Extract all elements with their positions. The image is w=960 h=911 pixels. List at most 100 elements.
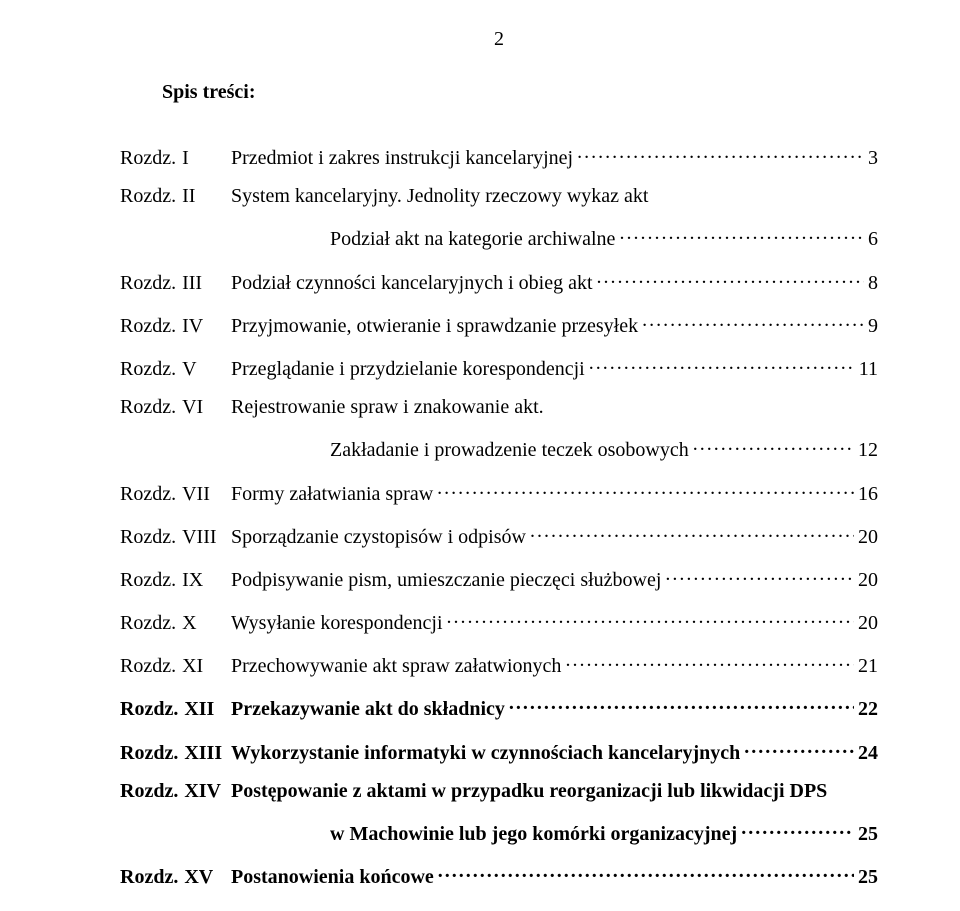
toc-label: Rozdz.VI bbox=[120, 396, 231, 419]
page-number: 2 bbox=[120, 28, 878, 51]
toc-roman: XV bbox=[184, 866, 213, 889]
toc-label: Rozdz.XV bbox=[120, 866, 231, 889]
toc-label-prefix: Rozdz. bbox=[120, 526, 182, 549]
toc-entry: Rozdz.IPrzedmiot i zakres instrukcji kan… bbox=[120, 142, 878, 170]
toc-roman: V bbox=[182, 358, 196, 381]
toc-entry: Rozdz.VIIFormy załatwiania spraw 16 bbox=[120, 478, 878, 506]
toc-label-prefix: Rozdz. bbox=[120, 780, 184, 803]
toc-title: Przeglądanie i przydzielanie koresponden… bbox=[231, 358, 589, 381]
toc-entry: w Machowinie lub jego komórki organizacy… bbox=[120, 818, 878, 846]
toc-title: Sporządzanie czystopisów i odpisów bbox=[231, 526, 530, 549]
toc-leader bbox=[597, 267, 864, 289]
toc-entry: Rozdz.XVPostanowienia końcowe25 bbox=[120, 861, 878, 889]
toc-entry: Rozdz.XIV Postępowanie z aktami w przypad… bbox=[120, 780, 878, 803]
toc-entry: Rozdz.XIIIWykorzystanie informatyki w cz… bbox=[120, 737, 878, 765]
toc-roman: IX bbox=[182, 569, 203, 592]
toc-leader bbox=[744, 737, 854, 759]
toc-label: Rozdz.VII bbox=[120, 483, 231, 506]
toc-page: 24 bbox=[854, 742, 878, 765]
toc-entry: Rozdz.IVPrzyjmowanie, otwieranie i spraw… bbox=[120, 310, 878, 338]
toc-page: 12 bbox=[854, 439, 878, 462]
toc-label-prefix: Rozdz. bbox=[120, 569, 182, 592]
toc-entry: Rozdz.XIPrzechowywanie akt spraw załatwi… bbox=[120, 650, 878, 678]
toc-entry: Rozdz.VIIISporządzanie czystopisów i odp… bbox=[120, 521, 878, 549]
toc-label: Rozdz.IX bbox=[120, 569, 231, 592]
toc-leader bbox=[619, 223, 864, 245]
toc-label: Rozdz.IV bbox=[120, 315, 231, 338]
toc-roman: XI bbox=[182, 655, 203, 678]
toc-heading: Spis treści: bbox=[162, 81, 878, 104]
toc-roman: XIII bbox=[184, 742, 222, 765]
toc-title: Zakładanie i prowadzenie teczek osobowyc… bbox=[330, 439, 693, 462]
toc-page: 25 bbox=[854, 866, 878, 889]
toc-leader bbox=[693, 434, 854, 456]
toc-title: w Machowinie lub jego komórki organizacy… bbox=[330, 823, 741, 846]
toc-label-prefix: Rozdz. bbox=[120, 612, 182, 635]
toc-entry: Rozdz.XIIPrzekazywanie akt do składnicy 2… bbox=[120, 693, 878, 721]
toc-roman: II bbox=[182, 185, 195, 208]
toc-leader bbox=[642, 310, 864, 332]
toc-indent bbox=[225, 823, 330, 846]
toc-page: 9 bbox=[864, 315, 878, 338]
toc-leader bbox=[437, 478, 854, 500]
toc-label-prefix: Rozdz. bbox=[120, 742, 184, 765]
toc-roman: I bbox=[182, 147, 189, 170]
toc-label-prefix: Rozdz. bbox=[120, 147, 182, 170]
toc-title: Przekazywanie akt do składnicy bbox=[231, 698, 509, 721]
toc-roman: XII bbox=[184, 698, 214, 721]
toc-indent bbox=[225, 439, 330, 462]
toc-label-prefix: Rozdz. bbox=[120, 358, 182, 381]
toc-title: Wysyłanie korespondencji bbox=[231, 612, 447, 635]
toc-label: Rozdz.II bbox=[120, 185, 231, 208]
toc-label: Rozdz.XII bbox=[120, 698, 231, 721]
toc-label-prefix: Rozdz. bbox=[120, 483, 182, 506]
toc-page: 8 bbox=[864, 272, 878, 295]
toc-page: 22 bbox=[854, 698, 878, 721]
toc-page: 16 bbox=[854, 483, 878, 506]
toc-label: Rozdz.XI bbox=[120, 655, 231, 678]
table-of-contents: Rozdz.IPrzedmiot i zakres instrukcji kan… bbox=[120, 142, 878, 889]
toc-leader bbox=[438, 861, 854, 883]
toc-leader bbox=[447, 607, 854, 629]
toc-leader bbox=[741, 818, 854, 840]
toc-title: Postanowienia końcowe bbox=[231, 866, 438, 889]
toc-entry: Rozdz.VIRejestrowanie spraw i znakowanie… bbox=[120, 396, 878, 419]
toc-leader bbox=[589, 353, 855, 375]
toc-label: Rozdz.I bbox=[120, 147, 231, 170]
toc-roman: IV bbox=[182, 315, 203, 338]
toc-roman: X bbox=[182, 612, 196, 635]
toc-leader bbox=[577, 142, 864, 164]
toc-page: 20 bbox=[854, 526, 878, 549]
toc-title: Formy załatwiania spraw bbox=[231, 483, 437, 506]
toc-title: Podział czynności kancelaryjnych i obieg… bbox=[231, 272, 597, 295]
toc-leader bbox=[509, 693, 854, 715]
toc-label-prefix: Rozdz. bbox=[120, 185, 182, 208]
toc-page: 20 bbox=[854, 612, 878, 635]
toc-roman: III bbox=[182, 272, 202, 295]
toc-leader bbox=[665, 564, 854, 586]
toc-entry: Rozdz.XWysyłanie korespondencji20 bbox=[120, 607, 878, 635]
toc-label-prefix: Rozdz. bbox=[120, 866, 184, 889]
toc-label: Rozdz.III bbox=[120, 272, 231, 295]
toc-page: 25 bbox=[854, 823, 878, 846]
toc-label: Rozdz.XIII bbox=[120, 742, 231, 765]
toc-label: Rozdz.X bbox=[120, 612, 231, 635]
toc-title: Podział akt na kategorie archiwalne bbox=[330, 228, 619, 251]
toc-roman: XIV bbox=[184, 780, 221, 803]
toc-page: 11 bbox=[855, 358, 878, 381]
toc-label: Rozdz.VIII bbox=[120, 526, 231, 549]
toc-title: Podpisywanie pism, umieszczanie pieczęci… bbox=[231, 569, 665, 592]
toc-title: Przyjmowanie, otwieranie i sprawdzanie p… bbox=[231, 315, 642, 338]
toc-page: 21 bbox=[854, 655, 878, 678]
toc-entry: Rozdz.VPrzeglądanie i przydzielanie kore… bbox=[120, 353, 878, 381]
toc-label: Rozdz.V bbox=[120, 358, 231, 381]
toc-entry: Podział akt na kategorie archiwalne6 bbox=[120, 223, 878, 251]
toc-title: Przedmiot i zakres instrukcji kancelaryj… bbox=[231, 147, 577, 170]
toc-label-prefix: Rozdz. bbox=[120, 396, 182, 419]
toc-label-prefix: Rozdz. bbox=[120, 272, 182, 295]
toc-indent bbox=[225, 228, 330, 251]
toc-page: 3 bbox=[864, 147, 878, 170]
toc-leader bbox=[530, 521, 854, 543]
toc-label-prefix: Rozdz. bbox=[120, 655, 182, 678]
toc-title: Postępowanie z aktami w przypadku reorga… bbox=[231, 780, 878, 803]
